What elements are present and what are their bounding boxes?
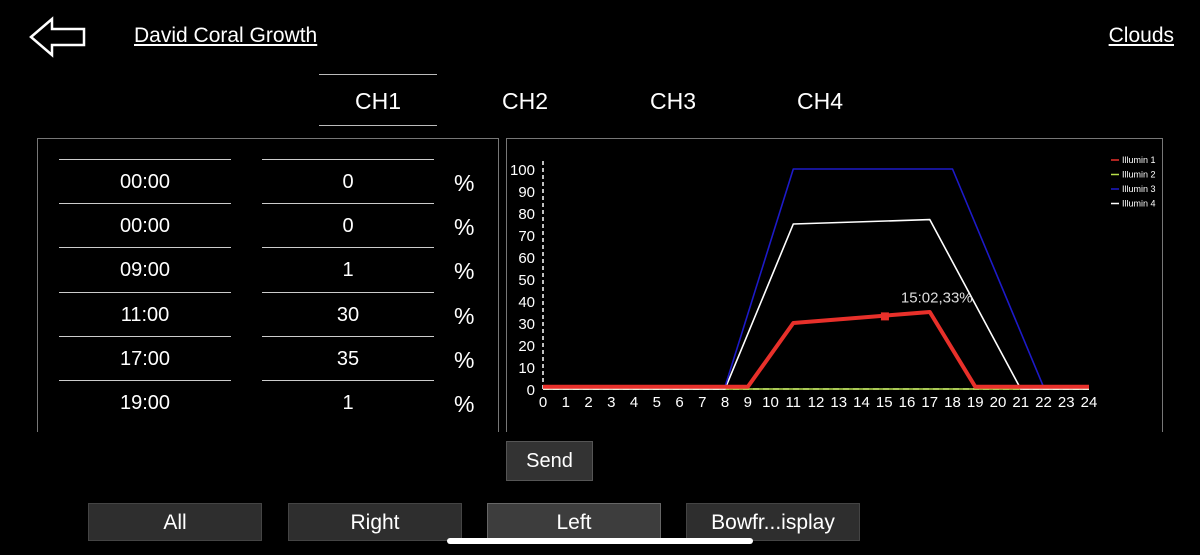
x-tick-label: 5	[653, 394, 661, 411]
tab-ch2[interactable]: CH2	[501, 88, 548, 114]
x-tick-label: 19	[967, 394, 984, 411]
y-tick-label: 60	[518, 250, 535, 267]
legend-entry: Illumin 3	[1122, 184, 1156, 194]
x-tick-label: 1	[562, 394, 570, 411]
x-tick-label: 13	[830, 394, 847, 411]
schedule-row: 17:00 35 %	[38, 336, 498, 380]
x-tick-label: 21	[1012, 394, 1029, 411]
preset-link[interactable]: Clouds	[1108, 24, 1174, 47]
tab-ch4[interactable]: CH4	[796, 88, 843, 114]
value-field[interactable]: 30	[262, 292, 434, 336]
schedule-row: 00:00 0 %	[38, 203, 498, 247]
program-title-link[interactable]: David Coral Growth	[134, 24, 318, 47]
x-tick-label: 18	[944, 394, 961, 411]
time-field[interactable]: 19:00	[59, 380, 231, 424]
value-field[interactable]: 35	[262, 336, 434, 380]
percent-unit: %	[454, 170, 475, 196]
y-tick-label: 70	[518, 228, 535, 245]
y-tick-label: 0	[527, 382, 535, 399]
schedule-panel: 00:00 0 % 00:00 0 % 09:00 1 % 11:00 30 %…	[37, 138, 499, 432]
x-tick-label: 10	[762, 394, 779, 411]
home-indicator[interactable]	[447, 538, 753, 544]
x-tick-label: 15	[876, 394, 893, 411]
x-tick-label: 17	[921, 394, 938, 411]
tab-ch1[interactable]: CH1	[319, 74, 437, 126]
group-left-button[interactable]: Left	[487, 503, 661, 541]
schedule-row: 11:00 30 %	[38, 292, 498, 336]
schedule-row: 00:00 0 %	[38, 159, 498, 203]
x-tick-label: 0	[539, 394, 547, 411]
value-field[interactable]: 1	[262, 380, 434, 424]
group-bowfront-button[interactable]: Bowfr...isplay	[686, 503, 860, 541]
percent-unit: %	[454, 258, 475, 284]
selected-point-label: 15:02,33%	[901, 289, 973, 306]
x-tick-label: 16	[899, 394, 916, 411]
legend-entry: Illumin 4	[1122, 199, 1156, 209]
x-tick-label: 7	[698, 394, 706, 411]
x-tick-label: 20	[990, 394, 1007, 411]
value-field[interactable]: 0	[262, 203, 434, 247]
percent-unit: %	[454, 391, 475, 417]
y-tick-label: 100	[510, 162, 535, 179]
x-tick-label: 12	[808, 394, 825, 411]
value-field[interactable]: 0	[262, 159, 434, 203]
series-line-3	[543, 168, 1089, 388]
y-tick-label: 90	[518, 184, 535, 201]
x-tick-label: 24	[1081, 394, 1098, 411]
legend-entry: Illumin 2	[1122, 170, 1156, 180]
chart-panel: 0 10 20 30 40 50 60 70 80 90 100 0 1 2 3 4 5 6 7 8 9 10 11 12 1…	[506, 138, 1163, 432]
schedule-row: 09:00 1 %	[38, 247, 498, 291]
value-field[interactable]: 1	[262, 247, 434, 291]
selected-point-marker	[880, 312, 889, 321]
y-tick-label: 40	[518, 294, 535, 311]
time-field[interactable]: 17:00	[59, 336, 231, 380]
x-tick-label: 8	[721, 394, 729, 411]
send-button[interactable]: Send	[506, 441, 593, 481]
time-field[interactable]: 11:00	[59, 292, 231, 336]
y-tick-label: 10	[518, 360, 535, 377]
time-field[interactable]: 09:00	[59, 247, 231, 291]
group-all-button[interactable]: All	[88, 503, 262, 541]
x-tick-label: 4	[630, 394, 638, 411]
x-tick-label: 14	[853, 394, 870, 411]
time-field[interactable]: 00:00	[59, 203, 231, 247]
x-tick-label: 11	[785, 394, 801, 411]
x-tick-label: 6	[675, 394, 683, 411]
y-tick-label: 30	[518, 316, 535, 333]
legend-entry: Illumin 1	[1122, 155, 1156, 165]
group-right-button[interactable]: Right	[288, 503, 462, 541]
time-field[interactable]: 00:00	[59, 159, 231, 203]
percent-unit: %	[454, 214, 475, 240]
y-tick-label: 50	[518, 272, 535, 289]
x-tick-label: 22	[1035, 394, 1052, 411]
x-tick-label: 9	[744, 394, 752, 411]
series-line-4	[543, 218, 1089, 390]
schedule-row: 19:00 1 %	[38, 380, 498, 424]
percent-unit: %	[454, 347, 475, 373]
series-line-1	[543, 310, 1089, 389]
x-tick-label: 3	[607, 394, 615, 411]
x-tick-label: 2	[584, 394, 592, 411]
tab-ch3[interactable]: CH3	[649, 88, 696, 114]
percent-unit: %	[454, 303, 475, 329]
x-tick-label: 23	[1058, 394, 1075, 411]
left-arrow-icon[interactable]	[28, 16, 88, 58]
y-tick-label: 80	[518, 206, 535, 223]
y-tick-label: 20	[518, 338, 535, 355]
